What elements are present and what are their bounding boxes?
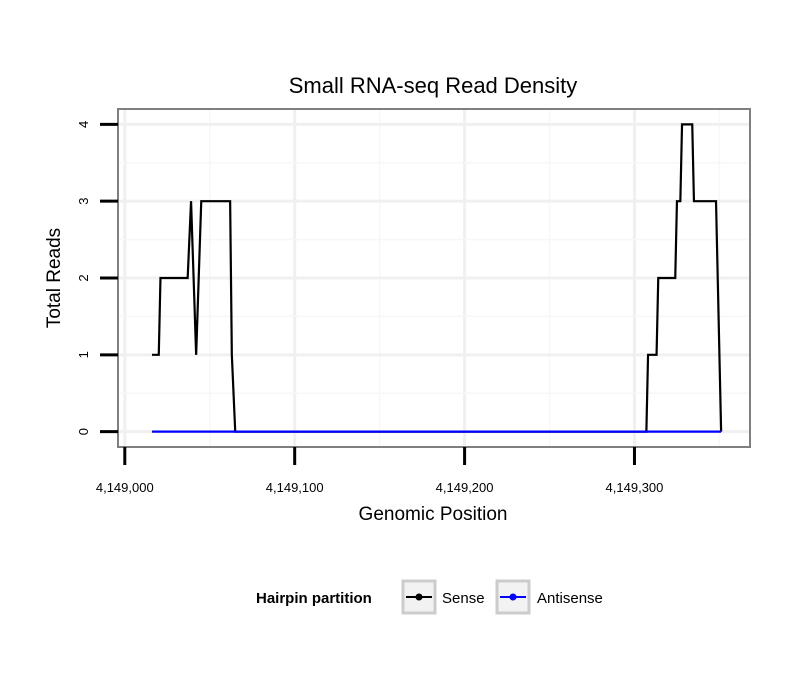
y-axis-label: Total Reads: [44, 228, 65, 328]
x-tick-label: 4,149,200: [436, 480, 494, 495]
y-tick-label: 0: [76, 428, 91, 435]
x-tick-label: 4,149,000: [96, 480, 154, 495]
legend-point-antisense: [509, 593, 517, 601]
x-tick-label: 4,149,300: [606, 480, 664, 495]
y-tick-label: 4: [76, 121, 91, 128]
x-axis: 4,149,000 4,149,100 4,149,200 4,149,300: [96, 447, 664, 495]
legend: Hairpin partition Sense Antisense: [256, 579, 603, 615]
y-tick-label: 1: [76, 351, 91, 358]
y-tick-label: 2: [76, 274, 91, 281]
legend-item-sense: Sense: [401, 579, 485, 615]
series-line-sense: [151, 123, 723, 433]
legend-title: Hairpin partition: [256, 590, 372, 607]
legend-label-sense: Sense: [442, 590, 485, 607]
legend-label-antisense: Antisense: [537, 590, 603, 607]
x-axis-label: Genomic Position: [359, 504, 508, 525]
legend-item-antisense: Antisense: [495, 579, 603, 615]
x-tick-label: 4,149,100: [266, 480, 324, 495]
chart-title: Small RNA-seq Read Density: [289, 73, 578, 98]
grid-lines: [118, 109, 750, 447]
legend-point-sense: [415, 593, 423, 601]
series-layer: [151, 123, 723, 433]
y-axis: 0 1 2 3 4: [76, 121, 118, 435]
y-tick-label: 3: [76, 198, 91, 205]
